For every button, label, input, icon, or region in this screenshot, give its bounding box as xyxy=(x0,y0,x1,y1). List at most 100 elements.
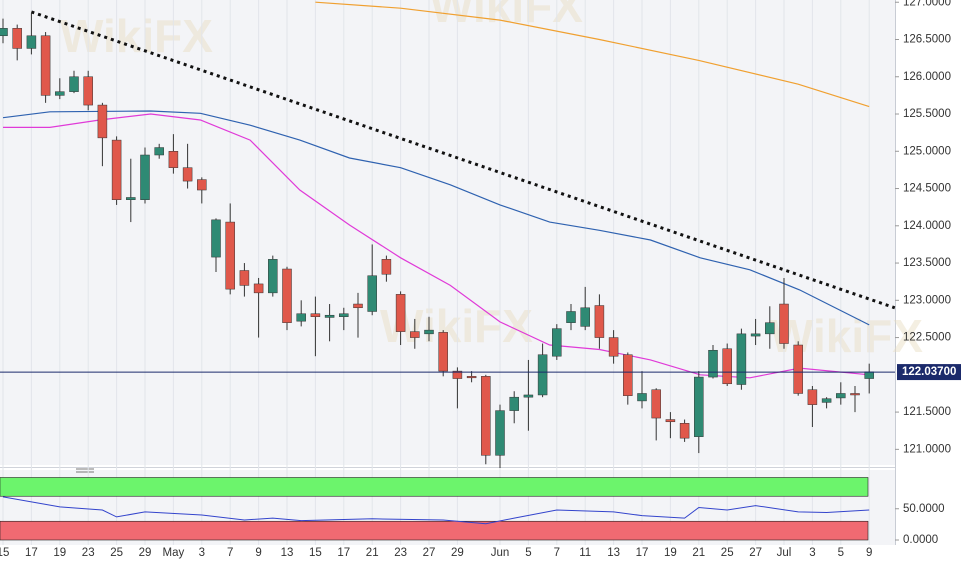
candle-body xyxy=(836,393,846,399)
candle-body xyxy=(154,147,164,156)
candle-body xyxy=(40,35,51,96)
watermark: WikiFX xyxy=(770,310,923,362)
candle-body xyxy=(197,179,207,191)
candle-body xyxy=(12,28,22,49)
candle-body xyxy=(296,313,306,322)
x-tick-label: 21 xyxy=(692,547,705,559)
candle-body xyxy=(168,151,179,168)
candle-body xyxy=(523,394,534,398)
candles xyxy=(0,13,874,468)
x-tick-label: 5 xyxy=(838,547,844,559)
y-tick-label: 125.0000 xyxy=(903,145,951,157)
x-tick-label: 25 xyxy=(721,547,734,559)
candle-body xyxy=(750,333,761,337)
watermark: WikiFX xyxy=(430,0,583,32)
rsi-band xyxy=(0,520,869,541)
x-tick-label: 27 xyxy=(423,547,436,559)
last-price-label: 122.03700 xyxy=(902,366,956,378)
y-tick-label: 123.0000 xyxy=(903,294,951,306)
candle-body xyxy=(55,91,65,96)
candle-body xyxy=(253,283,264,294)
candle-body xyxy=(850,393,860,396)
x-tick-label: Jul xyxy=(777,547,792,559)
y-tick-label: 126.0000 xyxy=(903,71,951,83)
x-tick-label: 17 xyxy=(337,547,350,559)
candle-body xyxy=(367,275,377,312)
rsi-line xyxy=(2,496,870,525)
candle-body xyxy=(566,311,576,323)
x-tick-label: May xyxy=(163,547,185,559)
candle-body xyxy=(324,314,335,318)
rsi-tick-label: 50.0000 xyxy=(903,503,945,515)
x-tick-label: 7 xyxy=(554,547,560,559)
x-tick-label: 15 xyxy=(309,547,322,559)
y-tick-label: 124.0000 xyxy=(903,220,951,232)
moving-average xyxy=(315,1,870,108)
candle-body xyxy=(637,393,647,402)
y-tick-label: 127.0000 xyxy=(903,0,951,8)
candle-body xyxy=(140,154,150,200)
trend-line xyxy=(30,10,896,310)
candle-body xyxy=(552,328,562,357)
x-tick-label: Jun xyxy=(491,547,510,559)
y-tick-label: 125.5000 xyxy=(903,108,951,120)
candle-body xyxy=(481,376,491,456)
candle-body xyxy=(580,307,590,327)
candle-body xyxy=(807,389,818,405)
y-tick-label: 126.5000 xyxy=(903,34,951,46)
x-tick-label: 7 xyxy=(227,547,233,559)
x-tick-label: 3 xyxy=(199,547,205,559)
candle-body xyxy=(608,337,619,357)
candle-body xyxy=(282,268,292,323)
candle-body xyxy=(537,354,548,396)
candle-body xyxy=(395,294,406,332)
candle-body xyxy=(239,270,250,286)
y-tick-label: 122.5000 xyxy=(903,332,951,344)
candle-body xyxy=(651,389,661,419)
candle-body xyxy=(0,28,8,37)
candle-body xyxy=(694,376,704,437)
candle-body xyxy=(679,423,690,439)
main-panel xyxy=(0,0,895,465)
x-tick-label: 29 xyxy=(139,547,152,559)
candle-body xyxy=(509,396,519,411)
candle-body xyxy=(211,219,221,258)
candle-body xyxy=(83,76,93,106)
rsi-tick-label: 0.0000 xyxy=(903,534,938,546)
rsi: 50.0000 0.0000 xyxy=(0,477,945,546)
candle-body xyxy=(495,410,505,456)
candle-body xyxy=(111,139,122,200)
candle-body xyxy=(339,313,349,317)
candle-body xyxy=(665,419,676,423)
x-tick-label: 15 xyxy=(0,547,9,559)
candle-body xyxy=(594,305,605,338)
x-tick-label: 17 xyxy=(636,547,649,559)
x-tick-label: 23 xyxy=(82,547,95,559)
y-tick-label: 124.5000 xyxy=(903,183,951,195)
candle-body xyxy=(452,370,463,379)
y-tick-label: 121.5000 xyxy=(903,406,951,418)
x-tick-label: 5 xyxy=(525,547,531,559)
x-tick-label: 23 xyxy=(394,547,407,559)
x-tick-label: 21 xyxy=(366,547,379,559)
rsi-band xyxy=(0,477,869,497)
watermark: WikiFX xyxy=(60,10,213,62)
x-tick-label: 27 xyxy=(749,547,762,559)
x-tick-label: 11 xyxy=(579,547,591,559)
candle-body xyxy=(97,104,108,139)
x-tick-label: 19 xyxy=(53,547,66,559)
candle-body xyxy=(126,197,136,200)
x-tick-label: 9 xyxy=(255,547,261,559)
x-tick-label: 13 xyxy=(607,547,620,559)
candle-body xyxy=(623,354,633,396)
watermark: WikiFX xyxy=(380,300,533,352)
candle-body xyxy=(779,303,789,344)
y-tick-label: 123.5000 xyxy=(903,257,951,269)
candle-body xyxy=(708,349,718,378)
x-tick-label: 9 xyxy=(866,547,872,559)
x-tick-label: 3 xyxy=(809,547,815,559)
candle-body xyxy=(424,329,434,335)
candle-body xyxy=(821,398,832,403)
